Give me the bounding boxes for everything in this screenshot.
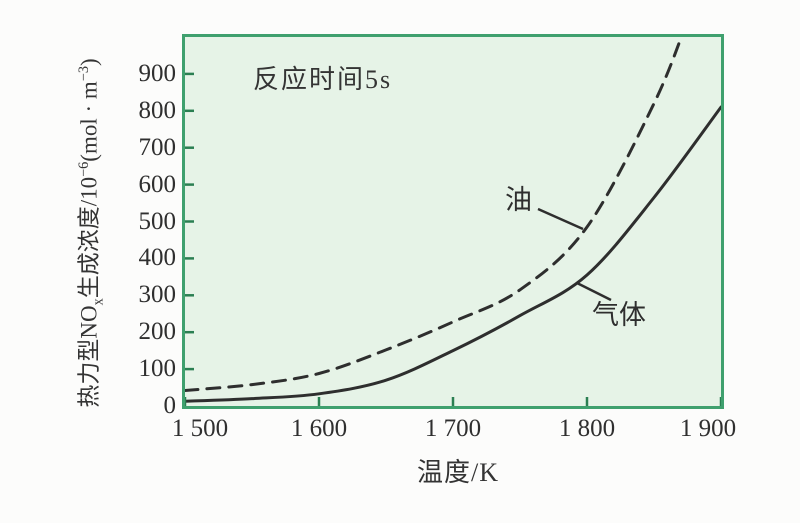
x-tick-label: 1 700	[424, 415, 482, 442]
exponent-minus6: −6	[76, 161, 92, 177]
y-tick-label: 200	[138, 318, 177, 346]
oil-curve	[185, 37, 683, 392]
x-tick-label: 1 600	[290, 415, 348, 442]
x-tick-label: 1 500	[171, 415, 229, 442]
y-tick-label: 300	[138, 281, 177, 309]
y-tick-label: 700	[138, 133, 177, 161]
gas-curve	[185, 105, 721, 403]
reaction-time-annotation: 反应时间5s	[253, 65, 393, 94]
exponent-minus3: −3	[76, 66, 92, 82]
y-tick-label: 100	[138, 355, 177, 383]
y-tick-label: 600	[138, 170, 177, 198]
y-tick-label: 0	[163, 392, 177, 419]
curves-canvas	[185, 37, 721, 406]
plot-area: 反应时间5s 油 气体	[182, 34, 724, 409]
y-tick-label: 800	[138, 96, 177, 124]
x-axis-title: 温度/K	[416, 458, 499, 487]
oil-leader-line	[537, 207, 584, 231]
gas-curve-label: 气体	[592, 300, 646, 330]
y-tick-label: 900	[138, 59, 177, 87]
oil-curve-label: 油	[505, 185, 532, 215]
x-tick-label: 1 800	[558, 415, 616, 442]
gas-leader-line	[576, 281, 612, 302]
y-tick-label: 400	[138, 244, 177, 272]
x-tick-label: 1 900	[679, 415, 737, 442]
y-tick-label: 500	[138, 207, 177, 235]
